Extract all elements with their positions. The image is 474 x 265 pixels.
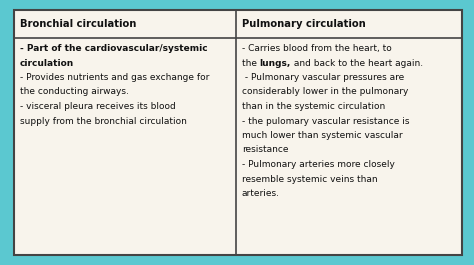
Text: - visceral pleura receives its blood: - visceral pleura receives its blood bbox=[20, 102, 176, 111]
Text: Pulmonary circulation: Pulmonary circulation bbox=[242, 19, 365, 29]
Text: resemble systemic veins than: resemble systemic veins than bbox=[242, 174, 377, 183]
Text: - Carries blood from the heart, to: - Carries blood from the heart, to bbox=[242, 44, 392, 53]
Text: circulation: circulation bbox=[20, 59, 74, 68]
Text: arteries.: arteries. bbox=[242, 189, 280, 198]
Text: much lower than systemic vascular: much lower than systemic vascular bbox=[242, 131, 402, 140]
Text: considerably lower in the pulmonary: considerably lower in the pulmonary bbox=[242, 87, 408, 96]
Text: - Pulmonary vascular pressures are: - Pulmonary vascular pressures are bbox=[242, 73, 404, 82]
Text: the: the bbox=[242, 59, 260, 68]
Text: lungs,: lungs, bbox=[260, 59, 291, 68]
Text: and back to the heart again.: and back to the heart again. bbox=[291, 59, 423, 68]
Text: - Provides nutrients and gas exchange for: - Provides nutrients and gas exchange fo… bbox=[20, 73, 210, 82]
Text: supply from the bronchial circulation: supply from the bronchial circulation bbox=[20, 117, 187, 126]
Text: resistance: resistance bbox=[242, 145, 288, 154]
Text: Bronchial circulation: Bronchial circulation bbox=[20, 19, 137, 29]
Text: - the pulomary vascular resistance is: - the pulomary vascular resistance is bbox=[242, 117, 409, 126]
Text: - Part of the cardiovascular/systemic: - Part of the cardiovascular/systemic bbox=[20, 44, 208, 53]
Text: than in the systemic circulation: than in the systemic circulation bbox=[242, 102, 385, 111]
Text: the conducting airways.: the conducting airways. bbox=[20, 87, 129, 96]
Text: - Pulmonary arteries more closely: - Pulmonary arteries more closely bbox=[242, 160, 395, 169]
